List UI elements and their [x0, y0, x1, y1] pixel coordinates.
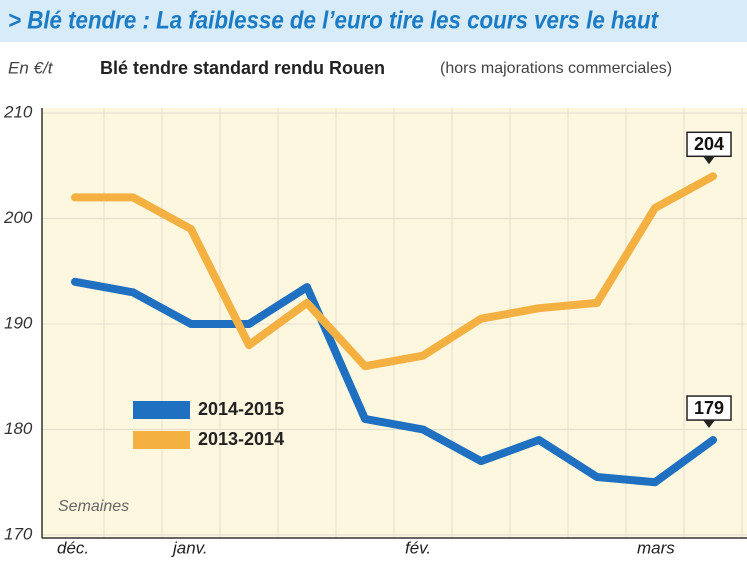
series-line: [71, 277, 717, 487]
y-tick-label: 180: [4, 419, 33, 438]
legend-label: 2013-2014: [198, 429, 284, 449]
title-banner: [0, 0, 747, 42]
subtitle: Blé tendre standard rendu Rouen: [100, 58, 385, 78]
data-label: 179: [694, 398, 724, 418]
y-tick-label: 210: [3, 102, 33, 121]
y-tick-label: 190: [4, 313, 33, 332]
x-tick-label: déc.: [57, 538, 89, 557]
x-axis-label: Semaines: [58, 498, 129, 515]
chart-title: > Blé tendre : La faiblesse de l’euro ti…: [8, 7, 659, 35]
subtitle-note: (hors majorations commerciales): [440, 60, 672, 77]
callout-pointer: [703, 420, 715, 429]
callout-pointer: [703, 156, 715, 165]
legend-label: 2014-2015: [198, 399, 284, 419]
series-line: [71, 172, 717, 371]
legend-swatch: [133, 431, 190, 449]
x-tick-label: mars: [637, 538, 675, 557]
legend-swatch: [133, 401, 190, 419]
x-tick-label: janv.: [171, 538, 208, 557]
x-tick-label: fév.: [405, 538, 431, 557]
y-tick-label: 170: [4, 524, 33, 543]
y-axis-label: En €/t: [8, 58, 54, 77]
data-label: 204: [694, 134, 724, 154]
y-tick-label: 200: [3, 208, 33, 227]
